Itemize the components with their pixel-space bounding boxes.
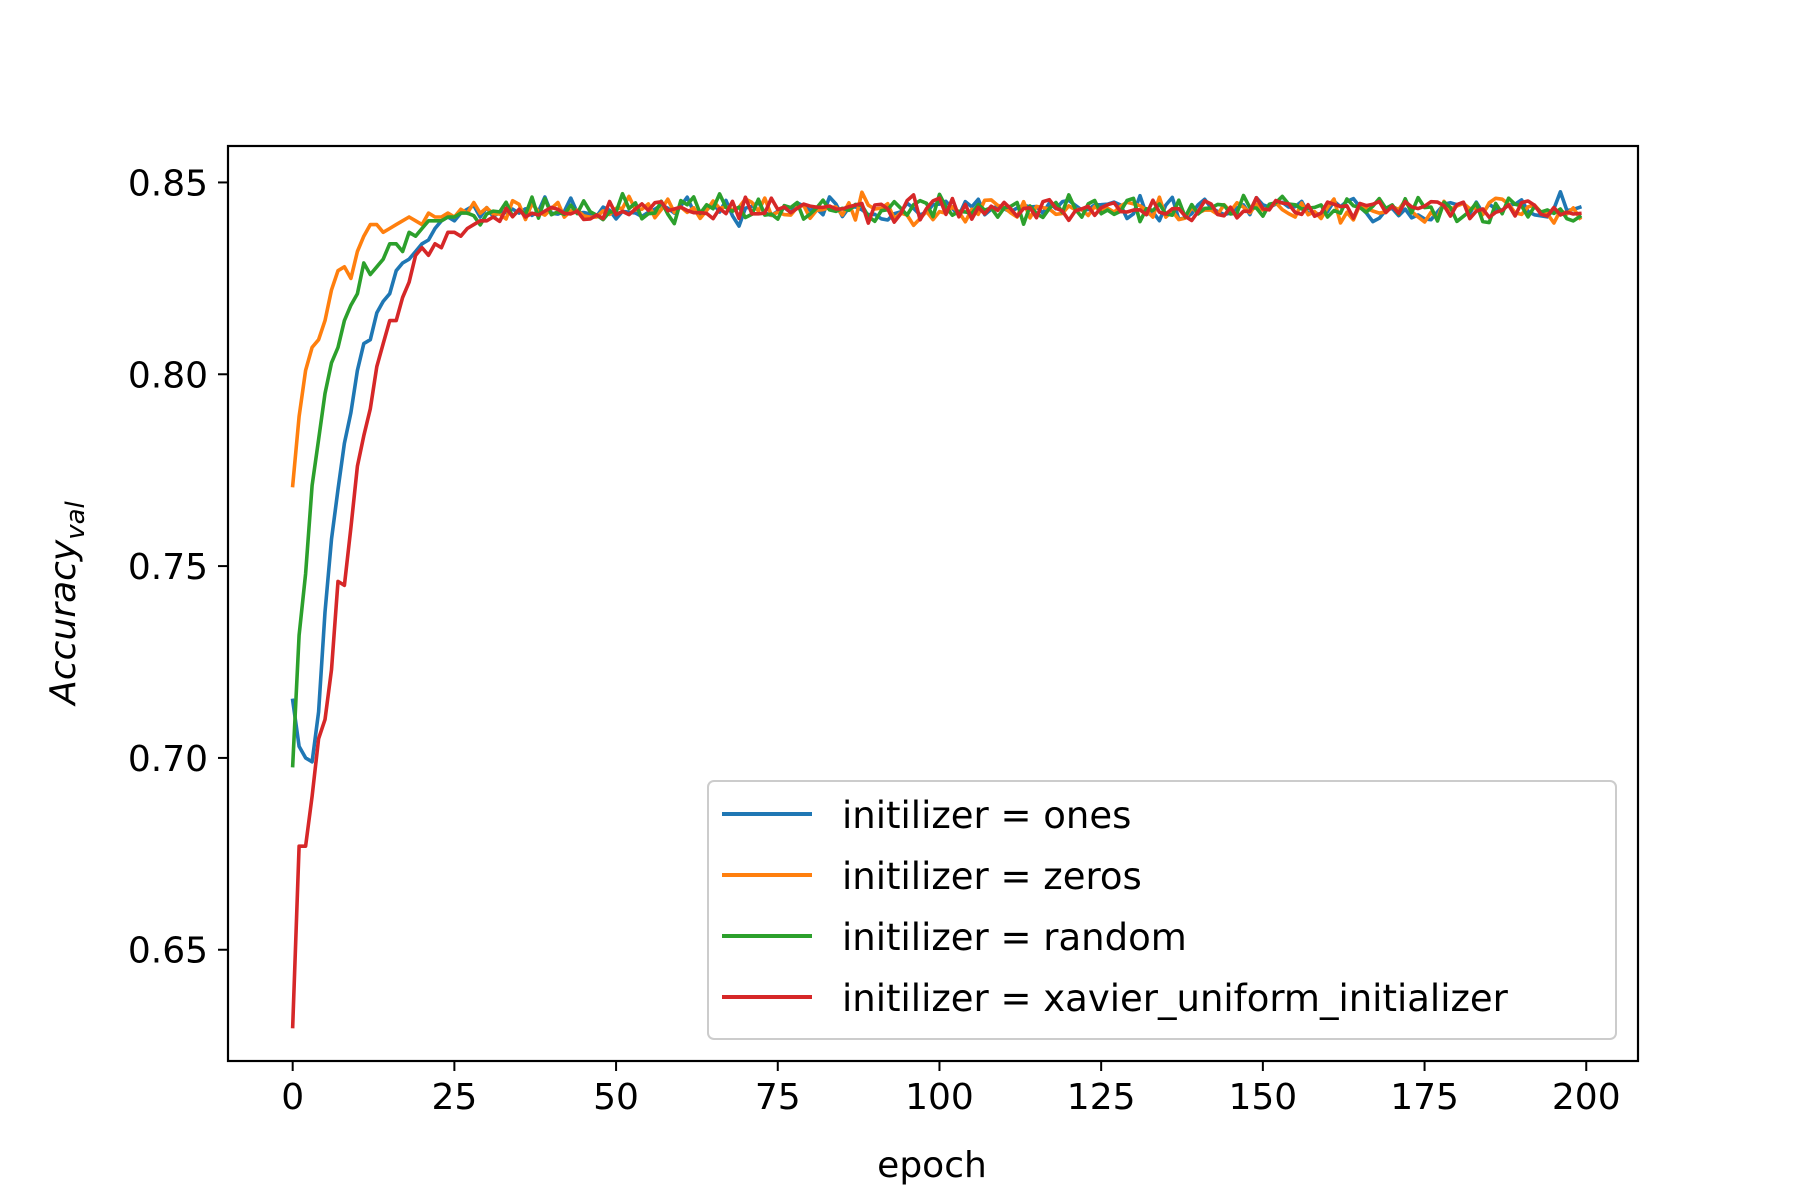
legend-label-ones: initilizer = ones (842, 794, 1131, 837)
y-tick-label: 0.70 (128, 739, 208, 780)
legend-box (707, 780, 1617, 1040)
series-line-ones (290, 190, 1583, 764)
x-tick-label: 125 (1067, 1077, 1136, 1118)
legend-label-zeros: initilizer = zeros (842, 855, 1142, 898)
series-line-zeros (290, 190, 1583, 488)
legend-label-xavier: initilizer = xavier_uniform_initializer (842, 977, 1509, 1020)
series-line-random (290, 191, 1583, 768)
x-tick-label: 100 (905, 1077, 974, 1118)
y-tick-label: 0.75 (128, 547, 208, 588)
y-tick-label: 0.65 (128, 931, 208, 972)
x-tick-label: 200 (1552, 1077, 1621, 1118)
plot-lines (290, 190, 1583, 1029)
y-axis: 0.65 0.70 0.75 0.80 0.85 (128, 163, 228, 972)
y-axis-label: Accuracyval (43, 500, 91, 706)
y-axis-label-main: Accuracy (43, 539, 84, 707)
legend-label-random: initilizer = random (842, 916, 1187, 959)
x-axis: 0 25 50 75 100 125 150 175 200 (281, 1061, 1621, 1118)
plot-area-frame (226, 144, 1640, 1063)
y-tick-label: 0.80 (128, 355, 208, 396)
x-tick-label: 25 (431, 1077, 477, 1118)
y-axis-label-subscript: val (61, 500, 91, 539)
x-tick-label: 75 (755, 1077, 801, 1118)
y-tick-label: 0.85 (128, 163, 208, 204)
legend: initilizer = ones initilizer = zeros ini… (707, 780, 1617, 1040)
x-tick-label: 175 (1390, 1077, 1459, 1118)
x-tick-label: 50 (593, 1077, 639, 1118)
series-line-xavier (290, 193, 1582, 1029)
x-axis-label: epoch (877, 1145, 987, 1186)
x-tick-label: 0 (281, 1077, 304, 1118)
x-tick-label: 150 (1229, 1077, 1298, 1118)
